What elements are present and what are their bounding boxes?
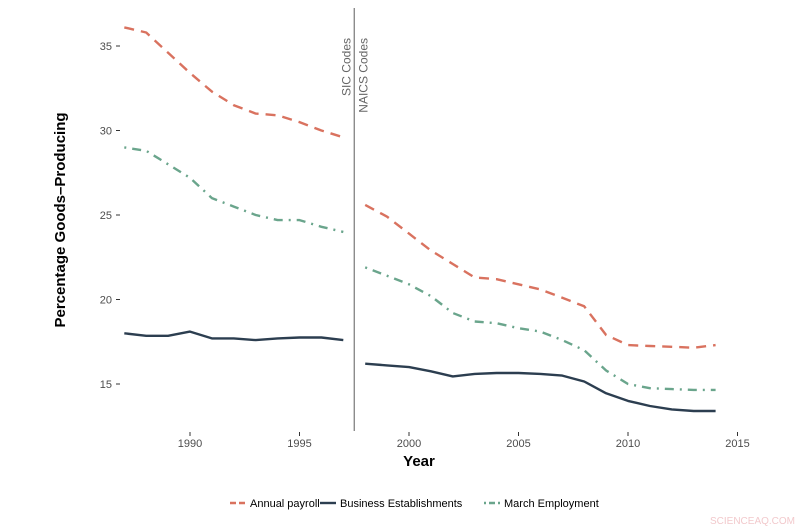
legend-label: Business Establishments	[340, 498, 463, 510]
series-line-business-establishments	[124, 330, 344, 342]
legend: Annual payroll Business Establishments Mar…	[230, 498, 599, 510]
series-line-business-establishments	[365, 362, 716, 413]
x-tick-label: 2000	[397, 438, 421, 450]
x-tick-label: 2010	[616, 438, 640, 450]
sic-codes-label: SIC Codes	[339, 38, 353, 96]
series-line-march-employment	[364, 266, 716, 392]
legend-label: March Employment	[504, 498, 599, 510]
y-tick-label: 35	[100, 41, 112, 53]
series-line-annual-payroll	[364, 203, 716, 349]
y-tick-label: 15	[100, 379, 112, 391]
watermark: SCIENCEAQ.COM	[710, 516, 795, 527]
series-line-annual-payroll	[124, 26, 344, 139]
x-tick-label: 1990	[178, 438, 202, 450]
naics-codes-label: NAICS Codes	[356, 38, 370, 113]
legend-label: Annual payroll	[250, 498, 320, 510]
y-axis-title: Percentage Goods–Producing	[52, 112, 69, 327]
series-line-march-employment	[124, 146, 344, 234]
y-tick-label: 30	[100, 126, 112, 138]
y-tick-label: 25	[100, 210, 112, 222]
x-tick-label: 2015	[725, 438, 749, 450]
x-tick-label: 2005	[506, 438, 530, 450]
x-tick-label: 1995	[287, 438, 311, 450]
y-tick-label: 20	[100, 295, 112, 307]
x-axis-title: Year	[403, 453, 435, 470]
